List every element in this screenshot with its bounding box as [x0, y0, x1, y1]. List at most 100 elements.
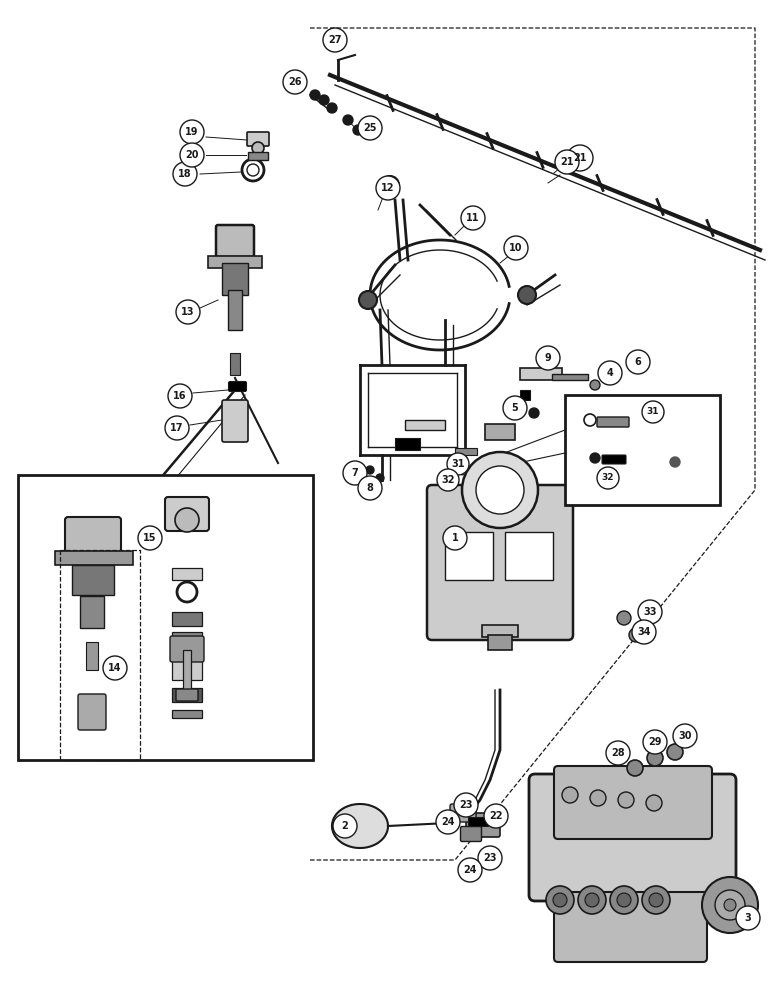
Bar	[565, 395, 720, 505]
Circle shape	[629, 628, 643, 642]
FancyBboxPatch shape	[597, 417, 629, 427]
Circle shape	[180, 143, 204, 167]
Text: 28: 28	[611, 748, 625, 758]
Circle shape	[578, 886, 606, 914]
Circle shape	[454, 793, 478, 817]
Circle shape	[610, 886, 638, 914]
Text: 22: 22	[489, 811, 503, 821]
Bar	[80, 596, 104, 628]
Bar	[172, 688, 202, 702]
Circle shape	[667, 744, 683, 760]
Bar	[395, 438, 420, 450]
Bar	[172, 568, 202, 580]
FancyBboxPatch shape	[427, 485, 573, 640]
Text: 19: 19	[185, 127, 198, 137]
FancyBboxPatch shape	[450, 804, 476, 822]
Circle shape	[555, 150, 579, 174]
FancyBboxPatch shape	[466, 813, 500, 837]
Circle shape	[638, 600, 662, 624]
Circle shape	[518, 286, 536, 304]
Circle shape	[283, 70, 307, 94]
FancyBboxPatch shape	[554, 766, 712, 839]
Circle shape	[443, 526, 467, 550]
Bar	[482, 625, 518, 637]
Circle shape	[715, 890, 745, 920]
Text: 24: 24	[463, 865, 477, 875]
Circle shape	[458, 858, 482, 882]
Circle shape	[617, 893, 631, 907]
Text: 21: 21	[560, 157, 574, 167]
Circle shape	[478, 846, 502, 870]
Circle shape	[358, 476, 382, 500]
Circle shape	[647, 750, 663, 766]
Circle shape	[457, 455, 467, 465]
Text: 18: 18	[178, 169, 191, 179]
Text: 33: 33	[643, 607, 657, 617]
Circle shape	[702, 877, 758, 933]
Circle shape	[649, 893, 663, 907]
Circle shape	[546, 886, 574, 914]
FancyBboxPatch shape	[247, 132, 269, 146]
Circle shape	[627, 760, 643, 776]
Text: 32: 32	[601, 474, 615, 483]
Text: 34: 34	[637, 627, 651, 637]
Bar	[172, 660, 202, 680]
Text: 3: 3	[745, 913, 751, 923]
Polygon shape	[86, 700, 98, 715]
Bar	[228, 290, 242, 330]
Text: 26: 26	[288, 77, 302, 87]
Circle shape	[646, 795, 662, 811]
Circle shape	[366, 466, 374, 474]
Circle shape	[343, 461, 367, 485]
Text: 6: 6	[635, 357, 642, 367]
Circle shape	[618, 792, 634, 808]
Circle shape	[448, 467, 458, 477]
Circle shape	[319, 95, 329, 105]
Text: 23: 23	[459, 800, 472, 810]
Text: 30: 30	[679, 731, 692, 741]
Text: 24: 24	[442, 817, 455, 827]
Circle shape	[180, 120, 204, 144]
Circle shape	[176, 300, 200, 324]
Circle shape	[376, 474, 384, 482]
Circle shape	[381, 176, 399, 194]
Circle shape	[590, 790, 606, 806]
Text: 23: 23	[483, 853, 496, 863]
Text: 11: 11	[466, 213, 479, 223]
Text: 12: 12	[381, 183, 394, 193]
Bar	[505, 532, 553, 580]
Circle shape	[138, 526, 162, 550]
Text: 15: 15	[144, 533, 157, 543]
Circle shape	[103, 656, 127, 680]
Circle shape	[476, 466, 524, 514]
Text: 31: 31	[452, 459, 465, 469]
Bar	[520, 390, 530, 400]
Bar	[18, 475, 313, 760]
Circle shape	[165, 416, 189, 440]
Circle shape	[642, 886, 670, 914]
Circle shape	[626, 350, 650, 374]
Bar	[488, 635, 512, 650]
FancyBboxPatch shape	[554, 892, 707, 962]
Circle shape	[327, 103, 337, 113]
Text: 31: 31	[647, 408, 659, 416]
Bar	[172, 612, 202, 626]
Bar	[86, 642, 98, 670]
Polygon shape	[332, 804, 388, 848]
Bar	[405, 420, 445, 430]
Circle shape	[590, 380, 600, 390]
Bar	[520, 368, 562, 380]
FancyBboxPatch shape	[529, 774, 736, 901]
FancyBboxPatch shape	[602, 455, 626, 464]
Circle shape	[175, 508, 199, 532]
Bar	[72, 565, 114, 595]
Text: 8: 8	[367, 483, 374, 493]
FancyBboxPatch shape	[216, 225, 254, 257]
Bar	[183, 650, 191, 700]
Bar	[485, 424, 515, 440]
Circle shape	[310, 90, 320, 100]
Bar	[222, 263, 248, 295]
FancyBboxPatch shape	[165, 497, 209, 531]
Text: 4: 4	[607, 368, 614, 378]
Bar	[172, 710, 202, 718]
